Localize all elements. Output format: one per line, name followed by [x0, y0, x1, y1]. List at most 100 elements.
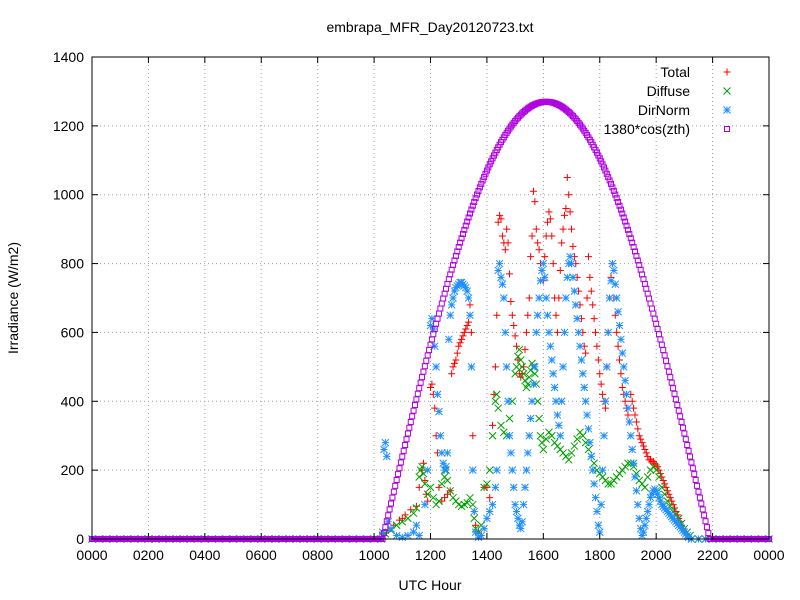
data-point: [421, 480, 429, 488]
data-point: [619, 210, 626, 217]
data-point: [472, 195, 479, 202]
data-point: [665, 490, 673, 498]
data-point: [433, 390, 442, 399]
data-point: [395, 471, 402, 478]
data-point: [435, 497, 443, 505]
data-point: [416, 385, 423, 392]
data-point: [601, 404, 609, 412]
data-point: [519, 500, 528, 509]
data-point: [547, 431, 556, 440]
data-point: [421, 500, 429, 509]
data-point: [413, 396, 420, 403]
data-point: [631, 473, 639, 481]
data-point: [467, 363, 476, 371]
data-point: [468, 466, 477, 474]
data-point: [472, 521, 480, 529]
data-point: [583, 411, 591, 419]
data-point: [384, 517, 393, 526]
data-point: [602, 363, 611, 371]
data-point: [674, 402, 681, 409]
data-point: [691, 471, 698, 478]
data-point: [677, 413, 684, 420]
data-point: [566, 252, 574, 261]
data-point: [701, 512, 708, 519]
data-point: [443, 476, 452, 485]
data-point: [542, 294, 551, 302]
data-point: [584, 424, 593, 433]
data-point: [440, 295, 447, 302]
data-point: [465, 214, 472, 221]
data-point: [489, 421, 497, 429]
data-point: [502, 363, 511, 371]
data-point: [417, 379, 424, 386]
data-point: [442, 462, 450, 471]
x-tick-label: 1800: [584, 547, 615, 563]
data-point: [653, 490, 662, 499]
data-point: [689, 465, 696, 472]
data-point: [432, 363, 440, 371]
data-point: [590, 480, 598, 488]
data-point: [412, 504, 421, 512]
data-point: [563, 174, 571, 181]
data-point: [646, 493, 655, 502]
data-point: [615, 321, 624, 330]
data-point: [623, 222, 630, 229]
data-point: [554, 421, 563, 430]
data-point: [483, 514, 491, 523]
data-point: [622, 218, 629, 225]
data-point: [592, 328, 600, 336]
data-point: [438, 300, 445, 307]
legend: Total Diffuse DirNorm 1380*cos(zth): [604, 64, 731, 137]
data-point: [552, 311, 560, 319]
data-point: [549, 260, 557, 268]
data-point: [481, 174, 488, 181]
data-point: [588, 466, 597, 474]
data-point: [524, 311, 532, 319]
data-point: [688, 459, 695, 466]
data-point: [604, 480, 613, 488]
data-point: [535, 294, 543, 302]
data-point: [605, 174, 612, 181]
data-point: [655, 493, 663, 502]
data-point: [643, 507, 652, 516]
x-tick-label: 2200: [697, 547, 728, 563]
data-point: [522, 328, 530, 336]
data-point: [421, 363, 428, 370]
data-point: [549, 369, 558, 378]
data-point: [578, 369, 587, 378]
data-point: [638, 439, 646, 447]
data-point: [550, 383, 559, 392]
data-point: [411, 402, 418, 409]
data-point: [553, 411, 562, 419]
data-point: [467, 328, 475, 336]
legend-label: 1380*cos(zth): [604, 121, 690, 137]
data-point: [577, 356, 586, 364]
x-tick-label: 2000: [641, 547, 672, 563]
data-point: [553, 328, 561, 336]
data-point: [449, 294, 457, 302]
data-point: [393, 476, 400, 483]
data-point: [531, 363, 539, 371]
data-point: [464, 294, 473, 302]
data-point: [698, 500, 705, 507]
data-point: [632, 248, 639, 255]
data-point: [402, 442, 409, 449]
data-point: [687, 453, 694, 460]
data-point: [434, 315, 441, 322]
data-point: [518, 363, 527, 371]
data-point: [499, 294, 508, 302]
data-point: [664, 363, 671, 370]
data-point: [559, 363, 567, 371]
data-point: [503, 225, 511, 233]
data-point: [463, 498, 472, 507]
data-point: [406, 424, 413, 431]
data-point: [390, 488, 397, 495]
data-point: [485, 466, 494, 474]
data-point: [539, 445, 548, 454]
y-tick-label: 1000: [53, 187, 84, 203]
data-point: [604, 328, 613, 337]
y-tick-label: 600: [61, 324, 85, 340]
data-point: [488, 500, 497, 509]
data-point: [449, 363, 457, 371]
data-point: [450, 359, 458, 367]
